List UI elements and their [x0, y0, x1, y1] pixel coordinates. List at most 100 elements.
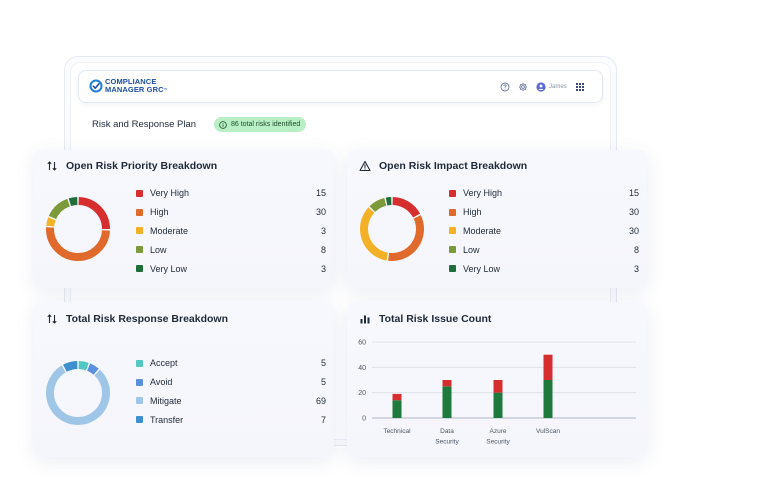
page-title: Risk and Response Plan	[92, 119, 197, 130]
response-slice-avoid[interactable]	[86, 363, 99, 375]
legend-swatch	[449, 189, 456, 197]
legend-value: 5	[320, 358, 326, 369]
bar-data-security-series-1[interactable]	[442, 386, 452, 418]
header-actions: James	[500, 80, 585, 94]
impact-legend-item-very-low[interactable]: Very Low 3	[449, 259, 639, 278]
sort-arrows-icon	[47, 314, 57, 324]
legend-label: Very High	[463, 188, 503, 199]
legend-label: Moderate	[463, 225, 502, 236]
legend-swatch	[136, 359, 143, 367]
legend-swatch	[136, 246, 143, 254]
issue-count-bar-chart: 0 20 40 60 Technical Data Security Azure Securit…	[358, 340, 636, 446]
legend-value: 69	[315, 395, 326, 406]
bar-technical-series-2[interactable]	[392, 393, 402, 401]
legend-value: 3	[320, 225, 326, 236]
info-icon	[219, 120, 227, 129]
impact-slice-low[interactable]	[369, 197, 387, 213]
help-icon[interactable]	[500, 82, 510, 92]
priority-slice-very-low[interactable]	[68, 197, 78, 207]
impact-legend-item-low[interactable]: Low 8	[449, 240, 639, 259]
legend-label: Accept	[150, 358, 178, 369]
legend-label: Very Low	[463, 263, 501, 274]
y-tick-label: 60	[358, 340, 366, 347]
x-tick-label: Technical	[383, 428, 411, 435]
impact-slice-very-high[interactable]	[392, 197, 421, 218]
gear-icon[interactable]	[518, 82, 528, 92]
priority-slice-moderate[interactable]	[46, 217, 56, 227]
priority-legend-item-low[interactable]: Low 8	[136, 240, 326, 259]
priority-legend-item-very-low[interactable]: Very Low 3	[136, 259, 326, 278]
legend-label: High	[463, 207, 482, 218]
response-legend-item-accept[interactable]: Accept 5	[136, 354, 326, 373]
legend-value: 3	[633, 263, 639, 274]
priority-legend: Very High 15 High 30 Moderate 3 Low 8 Very Low 3	[136, 184, 326, 278]
logo-line-2: MANAGER GRC	[105, 85, 164, 94]
logo-text: COMPLIANCE MANAGER GRC™	[105, 78, 168, 94]
logo-icon	[89, 79, 103, 93]
bar-vulscan-series-1[interactable]	[543, 380, 553, 418]
bar-azure-security-series-1[interactable]	[493, 392, 503, 418]
logo[interactable]: COMPLIANCE MANAGER GRC™	[89, 78, 179, 96]
response-slice-accept[interactable]	[78, 361, 89, 371]
response-slice-transfer[interactable]	[63, 361, 78, 372]
x-tick-label: Data	[440, 428, 454, 435]
bar-technical-series-1[interactable]	[392, 400, 402, 418]
legend-swatch	[449, 227, 456, 235]
bar-azure-security-series-2[interactable]	[493, 380, 503, 393]
priority-breakdown-card	[34, 150, 334, 288]
warning-triangle-icon	[359, 160, 371, 172]
response-legend-item-transfer[interactable]: Transfer 7	[136, 410, 326, 429]
legend-label: Mitigate	[150, 395, 182, 406]
impact-card-title-text: Open Risk Impact Breakdown	[379, 160, 528, 172]
y-tick-label: 0	[362, 416, 366, 423]
priority-slice-low[interactable]	[48, 198, 71, 220]
legend-swatch	[136, 378, 143, 386]
legend-label: Very Low	[150, 263, 188, 274]
impact-legend-item-very-high[interactable]: Very High 15	[449, 184, 639, 203]
sort-arrows-icon	[47, 161, 57, 171]
bar-data-security-series-2[interactable]	[442, 380, 452, 387]
priority-card-title: Open Risk Priority Breakdown	[46, 160, 217, 172]
legend-swatch	[136, 397, 143, 405]
impact-slice-very-low[interactable]	[385, 197, 392, 206]
priority-card-title-text: Open Risk Priority Breakdown	[66, 160, 218, 172]
x-tick-label: Azure	[490, 428, 507, 435]
legend-swatch	[449, 246, 456, 254]
priority-legend-item-high[interactable]: High 30	[136, 203, 326, 222]
legend-label: Low	[150, 244, 167, 255]
response-card-title: Total Risk Response Breakdown	[46, 313, 228, 325]
x-tick-label: VulScan	[536, 428, 560, 435]
issue-count-card	[347, 302, 647, 457]
impact-slice-high[interactable]	[388, 215, 424, 261]
impact-slice-moderate[interactable]	[360, 207, 389, 261]
user-avatar-icon[interactable]	[536, 82, 546, 92]
legend-label: High	[150, 207, 169, 218]
impact-donut-chart	[360, 197, 424, 261]
app-grid-icon[interactable]	[575, 82, 585, 92]
legend-value: 30	[315, 207, 326, 218]
legend-label: Low	[463, 244, 480, 255]
y-tick-label: 20	[358, 390, 366, 397]
response-slice-mitigate[interactable]	[46, 365, 110, 425]
priority-legend-item-moderate[interactable]: Moderate 3	[136, 222, 326, 241]
response-legend-item-mitigate[interactable]: Mitigate 69	[136, 392, 326, 411]
bar-vulscan-series-2[interactable]	[543, 354, 553, 380]
legend-label: Very High	[150, 188, 190, 199]
legend-swatch	[136, 208, 143, 216]
impact-breakdown-card	[347, 150, 647, 288]
response-legend-item-avoid[interactable]: Avoid 5	[136, 373, 326, 392]
legend-label: Avoid	[150, 377, 173, 388]
legend-swatch	[136, 189, 143, 197]
priority-slice-very-high[interactable]	[78, 197, 111, 230]
priority-legend-item-very-high[interactable]: Very High 15	[136, 184, 326, 203]
priority-slice-high[interactable]	[46, 227, 110, 261]
user-name[interactable]: James	[549, 84, 567, 90]
legend-swatch	[136, 265, 143, 273]
impact-legend-item-high[interactable]: High 30	[449, 203, 639, 222]
legend-swatch	[449, 208, 456, 216]
priority-donut-chart	[46, 197, 111, 261]
impact-legend-item-moderate[interactable]: Moderate 30	[449, 222, 639, 241]
app-header	[78, 70, 603, 103]
legend-value: 7	[320, 414, 326, 425]
